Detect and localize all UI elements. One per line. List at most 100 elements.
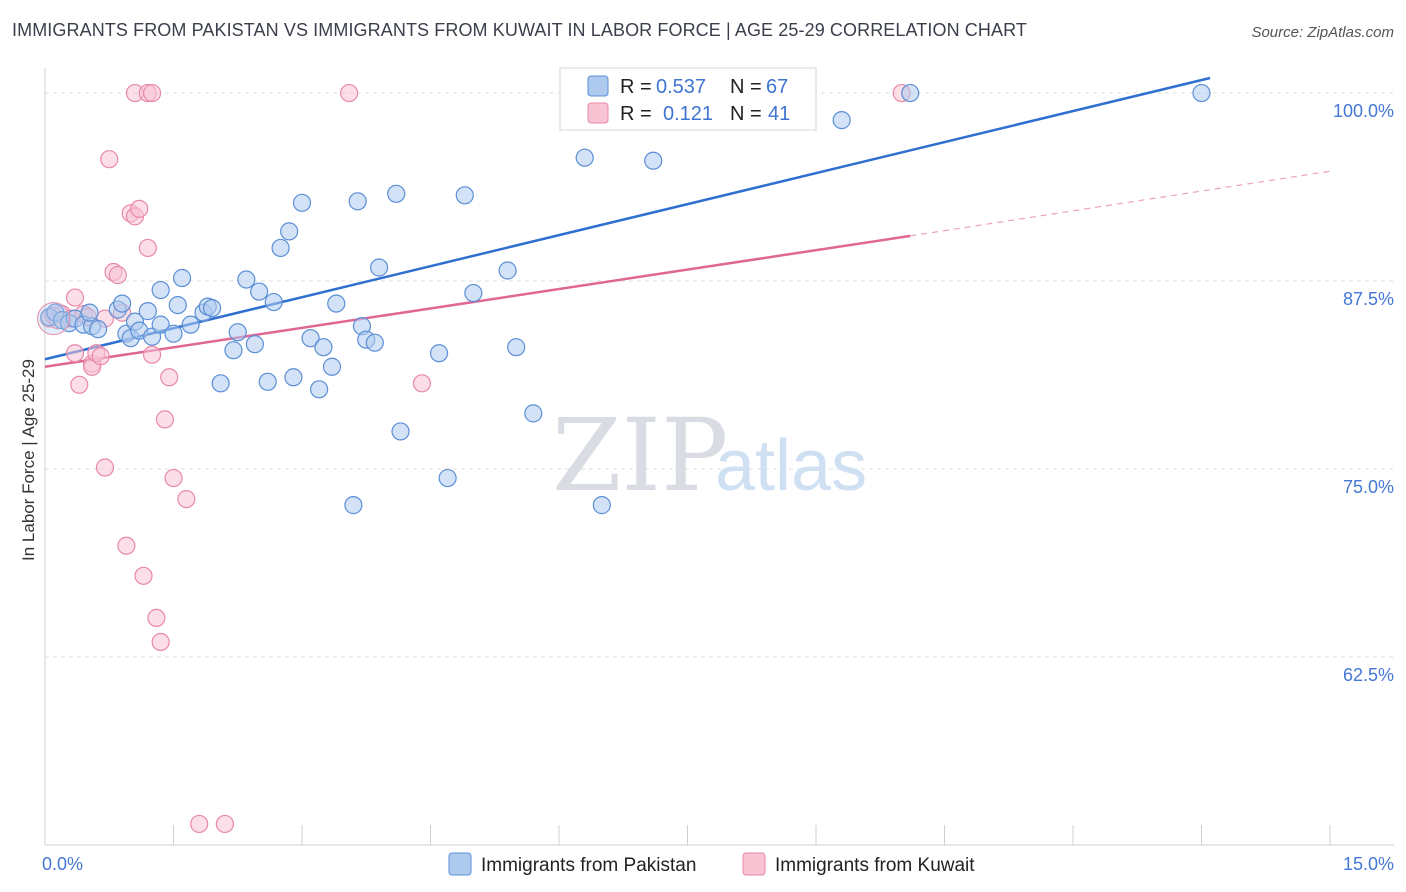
trend-line-pakistan	[44, 76, 1211, 361]
y-tick-label: 100.0%	[1333, 101, 1394, 121]
data-point-kuwait	[70, 375, 89, 394]
data-point-pakistan	[365, 333, 384, 352]
series-label-kuwait: Immigrants from Kuwait	[775, 855, 975, 876]
data-point-pakistan	[524, 404, 543, 423]
data-point-pakistan	[498, 261, 517, 280]
data-point-kuwait	[130, 199, 149, 218]
data-point-kuwait	[108, 265, 127, 285]
data-point-pakistan	[112, 294, 132, 313]
data-point-pakistan	[438, 468, 457, 488]
data-point-pakistan	[250, 282, 269, 301]
data-point-kuwait	[215, 814, 234, 834]
trend-line-kuwait	[44, 234, 911, 368]
data-point-kuwait	[155, 410, 175, 429]
legend-r-value-pakistan: 0.537	[656, 76, 706, 98]
data-point-kuwait	[65, 344, 85, 363]
data-point-kuwait	[142, 83, 162, 103]
data-point-pakistan	[370, 258, 389, 277]
data-point-kuwait	[151, 632, 170, 652]
series-swatch-pakistan	[448, 852, 472, 876]
data-point-kuwait	[164, 468, 183, 488]
data-point-pakistan	[258, 372, 277, 391]
data-point-kuwait	[177, 489, 196, 509]
legend-n-label-kuwait: N =	[730, 103, 762, 125]
data-point-pakistan	[168, 295, 187, 315]
data-point-pakistan	[164, 324, 183, 343]
series-swatch-kuwait	[742, 852, 766, 876]
data-point-kuwait	[142, 345, 162, 364]
data-point-pakistan	[280, 222, 299, 241]
data-point-pakistan	[181, 315, 200, 334]
trend-lines	[44, 76, 1331, 368]
legend-n-value-kuwait: 41	[768, 103, 790, 125]
data-point-kuwait	[190, 814, 209, 834]
y-tick-label: 87.5%	[1343, 289, 1394, 309]
data-point-pakistan	[202, 299, 222, 318]
data-point-pakistan	[151, 280, 170, 300]
data-point-kuwait	[138, 238, 157, 258]
y-axis-label: In Labor Force | Age 25-29	[19, 359, 38, 561]
data-point-pakistan	[264, 292, 283, 312]
data-point-kuwait	[95, 458, 115, 477]
y-tick-label: 62.5%	[1343, 665, 1394, 685]
data-point-kuwait	[65, 288, 85, 307]
data-point-kuwait	[100, 150, 119, 169]
data-point-pakistan	[228, 323, 247, 342]
watermark: ZIP atlas	[552, 397, 867, 514]
data-point-pakistan	[271, 238, 290, 258]
data-point-pakistan	[284, 368, 303, 387]
legend-r-value-kuwait: 0.121	[663, 103, 713, 125]
legend-n-label-pakistan: N =	[730, 76, 762, 98]
data-point-pakistan	[901, 83, 920, 103]
data-point-pakistan	[592, 496, 611, 515]
trend-line-kuwait-extension	[910, 170, 1331, 237]
data-point-kuwait	[340, 83, 359, 103]
data-point-kuwait	[117, 536, 136, 555]
chart-title: IMMIGRANTS FROM PAKISTAN VS IMMIGRANTS F…	[12, 20, 1027, 40]
axes: 62.5% 75.0% 87.5% 100.0% 0.0% 15.0%	[42, 68, 1394, 874]
data-point-pakistan	[301, 329, 320, 348]
data-point-cluster	[37, 302, 71, 336]
data-point-kuwait	[147, 608, 166, 628]
data-point-kuwait	[412, 374, 432, 393]
data-point-pakistan	[292, 193, 312, 212]
data-point-pakistan	[575, 148, 594, 167]
watermark-zip: ZIP	[552, 397, 728, 514]
data-point-pakistan	[391, 422, 410, 441]
data-point-pakistan	[507, 338, 526, 357]
data-point-pakistan	[89, 320, 108, 339]
legend-swatch-kuwait	[587, 102, 609, 124]
data-point-pakistan	[80, 303, 99, 322]
data-point-pakistan	[455, 186, 474, 205]
data-point-pakistan	[344, 496, 363, 515]
data-point-pakistan	[172, 268, 192, 288]
data-point-pakistan	[314, 338, 333, 357]
data-point-pakistan	[310, 380, 329, 399]
data-point-kuwait	[91, 347, 110, 366]
data-point-pakistan	[832, 111, 851, 130]
data-point-pakistan	[322, 357, 342, 376]
data-point-kuwait	[160, 368, 179, 387]
legend-r-label-kuwait: R =	[620, 103, 652, 125]
gridlines	[45, 92, 1394, 658]
data-point-pakistan	[245, 335, 264, 354]
legend-n-value-pakistan: 67	[766, 76, 788, 98]
data-point-pakistan	[327, 294, 346, 313]
series-label-pakistan: Immigrants from Pakistan	[481, 855, 696, 876]
series-legend: Immigrants from Pakistan Immigrants from…	[448, 852, 975, 876]
data-point-pakistan	[429, 344, 449, 363]
data-point-pakistan	[348, 192, 367, 211]
watermark-atlas: atlas	[715, 426, 867, 506]
data-point-pakistan	[237, 270, 256, 289]
source-credit: Source: ZipAtlas.com	[1251, 24, 1394, 41]
data-point-pakistan	[138, 302, 157, 321]
data-point-pakistan	[224, 341, 243, 360]
data-point-pakistan	[464, 283, 483, 303]
data-points	[37, 83, 1211, 834]
legend-r-label-pakistan: R =	[620, 76, 652, 98]
legend-swatch-pakistan	[587, 75, 609, 97]
x-tick-label-min: 0.0%	[42, 854, 83, 874]
data-point-pakistan	[151, 315, 170, 334]
data-point-kuwait	[134, 566, 153, 585]
